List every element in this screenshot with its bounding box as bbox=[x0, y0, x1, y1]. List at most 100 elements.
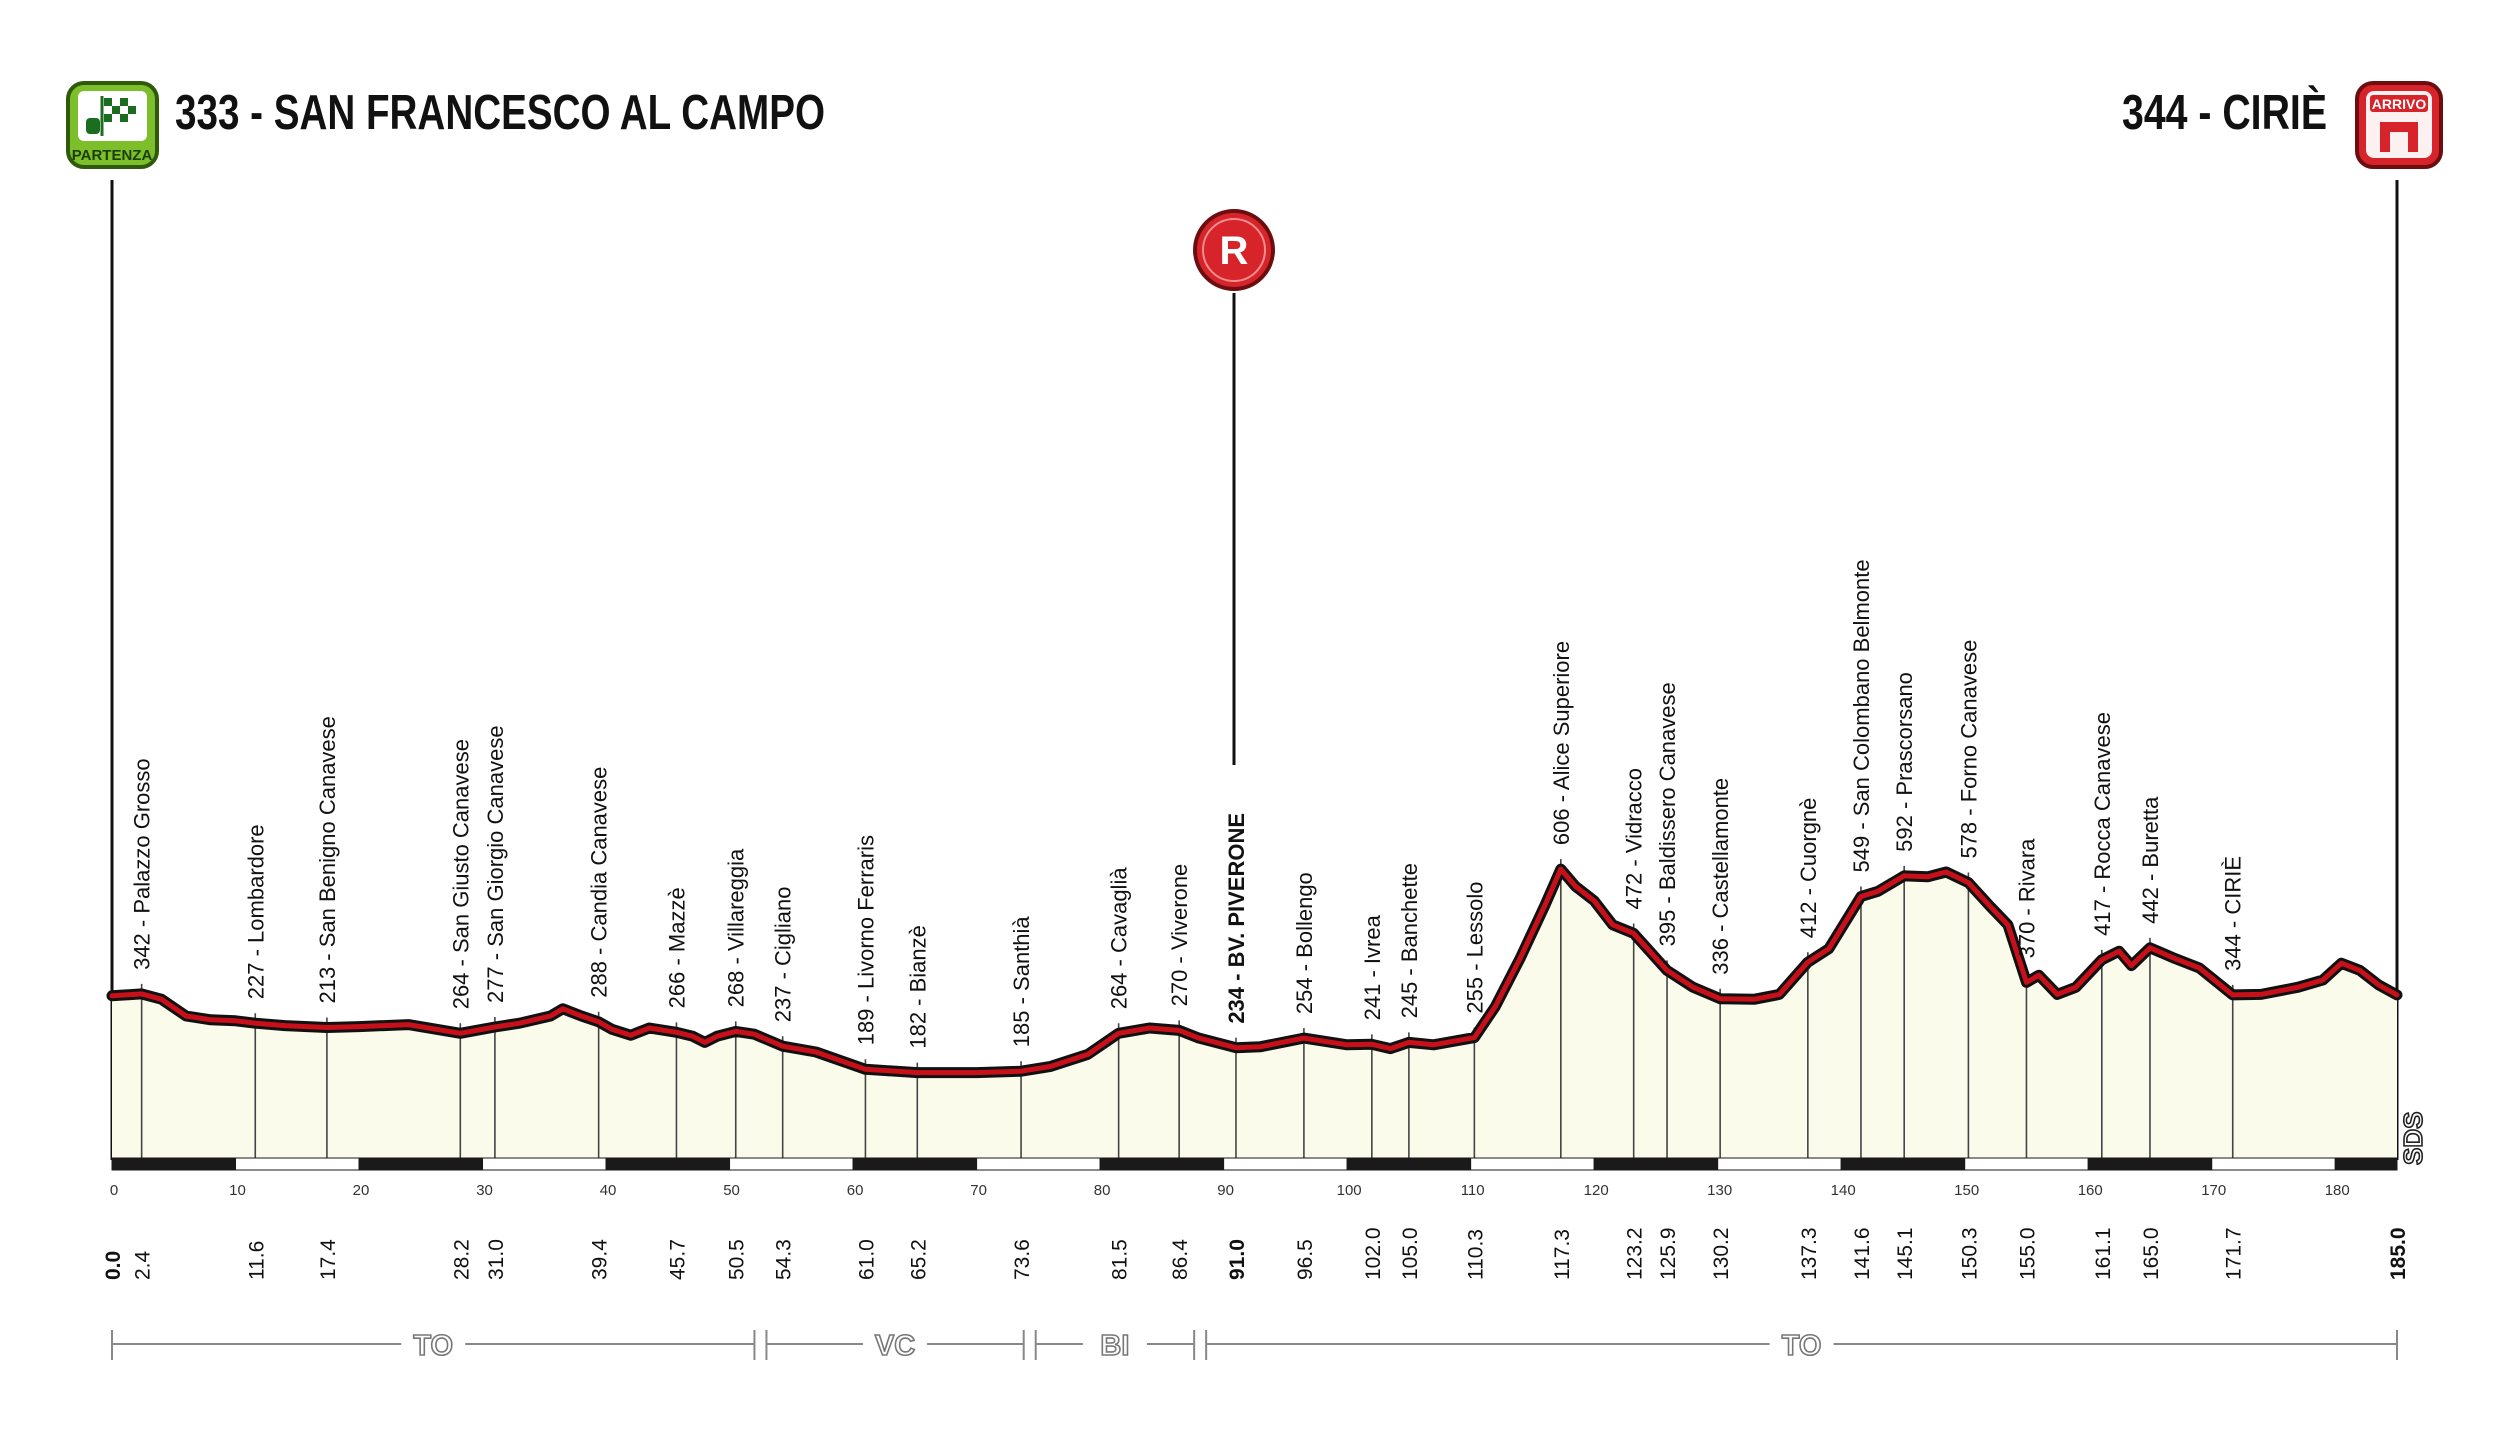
scale-segment bbox=[1099, 1157, 1225, 1171]
x-tick-label: 40 bbox=[600, 1182, 617, 1199]
town-label: 185 - Santhià bbox=[1009, 916, 1034, 1048]
km-label: 145.1 bbox=[1894, 1227, 1917, 1280]
feed-zone-symbol: R bbox=[1220, 229, 1249, 273]
x-tick-label: 90 bbox=[1217, 1182, 1234, 1199]
km-label: 110.3 bbox=[1464, 1229, 1487, 1280]
km-label: 117.3 bbox=[1551, 1229, 1574, 1280]
town-label: 370 - Rivara bbox=[2014, 838, 2039, 959]
town-label: 549 - San Colombano Belmonte bbox=[1849, 559, 1874, 872]
town-label: 234 - BV. PIVERONE bbox=[1224, 813, 1249, 1024]
km-label: 0.0 bbox=[102, 1251, 125, 1280]
km-label: 123.2 bbox=[1624, 1227, 1647, 1280]
finish-badge-label: ARRIVO bbox=[2372, 96, 2427, 112]
town-label: 592 - Prascorsano bbox=[1892, 672, 1917, 852]
start-badge-label: PARTENZA bbox=[72, 147, 153, 164]
scale-segment bbox=[605, 1157, 731, 1171]
town-label: 270 - Viverone bbox=[1167, 864, 1192, 1007]
km-label: 137.3 bbox=[1798, 1227, 1821, 1280]
km-label: 130.2 bbox=[1710, 1227, 1733, 1280]
town-label: 412 - Cuorgnè bbox=[1796, 798, 1821, 939]
town-label: 606 - Alice Superiore bbox=[1549, 641, 1574, 845]
km-label: 81.5 bbox=[1109, 1239, 1132, 1280]
km-label: 39.4 bbox=[589, 1239, 612, 1280]
town-label: 189 - Livorno Ferraris bbox=[853, 835, 878, 1045]
scale-segment bbox=[111, 1157, 237, 1171]
km-label: 17.4 bbox=[317, 1239, 340, 1280]
finish-arch-icon bbox=[2380, 122, 2418, 152]
x-tick-label: 150 bbox=[1954, 1182, 1979, 1199]
profile-line bbox=[109, 866, 2400, 1076]
km-label: 96.5 bbox=[1294, 1239, 1317, 1280]
x-tick-label: 30 bbox=[476, 1182, 493, 1199]
x-tick-label: 20 bbox=[353, 1182, 370, 1199]
scale-segment bbox=[1470, 1157, 1595, 1171]
town-label: 182 - Bianzè bbox=[905, 925, 930, 1049]
x-tick-label: 80 bbox=[1094, 1182, 1111, 1199]
scale-segment bbox=[482, 1157, 607, 1171]
province-label: VC bbox=[875, 1330, 915, 1362]
km-label: 91.0 bbox=[1226, 1239, 1249, 1280]
province-label: TO bbox=[1782, 1330, 1822, 1362]
km-label: 102.0 bbox=[1362, 1227, 1385, 1280]
town-label: 268 - Villareggia bbox=[724, 848, 749, 1007]
scale-segment bbox=[2087, 1157, 2213, 1171]
town-label: 472 - Vidracco bbox=[1622, 768, 1647, 909]
town-label: 213 - San Benigno Canavese bbox=[315, 716, 340, 1003]
town-label: 264 - San Giusto Canavese bbox=[448, 739, 473, 1009]
km-label: 2.4 bbox=[132, 1250, 155, 1280]
start-badge: PARTENZA bbox=[66, 81, 159, 169]
x-tick-label: 130 bbox=[1707, 1182, 1732, 1199]
x-tick-label: 120 bbox=[1584, 1182, 1609, 1199]
x-tick-label: 10 bbox=[229, 1182, 246, 1199]
km-label: 165.0 bbox=[2140, 1227, 2163, 1280]
x-tick-label: 0 bbox=[110, 1182, 118, 1199]
km-label: 86.4 bbox=[1169, 1239, 1192, 1280]
scale-segment bbox=[976, 1157, 1101, 1171]
start-title: 333 - SAN FRANCESCO AL CAMPO bbox=[175, 86, 825, 140]
finish-title: 344 - CIRIÈ bbox=[2122, 86, 2327, 140]
town-label: 395 - Baldissero Canavese bbox=[1655, 682, 1680, 946]
scale-segment bbox=[2334, 1157, 2398, 1171]
town-label: 241 - Ivrea bbox=[1360, 914, 1385, 1020]
km-label: 161.1 bbox=[2092, 1227, 2115, 1280]
km-label: 150.3 bbox=[1958, 1227, 1981, 1280]
province-label: BI bbox=[1100, 1330, 1129, 1362]
town-label: 245 - Banchette bbox=[1397, 863, 1422, 1018]
profile-area bbox=[112, 869, 2397, 1160]
town-label: 227 - Lombardore bbox=[243, 824, 268, 999]
km-label: 61.0 bbox=[855, 1239, 878, 1280]
x-tick-label: 60 bbox=[847, 1182, 864, 1199]
town-label: 336 - Castellamonte bbox=[1708, 778, 1733, 975]
km-label: 45.7 bbox=[666, 1239, 689, 1280]
scale-segment bbox=[1346, 1157, 1472, 1171]
km-label: 171.7 bbox=[2223, 1227, 2246, 1280]
km-label: 125.9 bbox=[1657, 1227, 1680, 1280]
finish-badge: ARRIVO bbox=[2355, 81, 2443, 169]
scale-segment bbox=[1964, 1157, 2089, 1171]
province-label-bg bbox=[1082, 1326, 1147, 1360]
km-label: 105.0 bbox=[1399, 1227, 1422, 1280]
town-label: 264 - Cavaglià bbox=[1107, 867, 1132, 1010]
sds-mark: SDS bbox=[2398, 1112, 2428, 1165]
km-label: 31.0 bbox=[485, 1239, 508, 1280]
x-tick-label: 160 bbox=[2078, 1182, 2103, 1199]
scale-segment bbox=[2211, 1157, 2336, 1171]
km-label: 50.5 bbox=[726, 1239, 749, 1280]
x-tick-label: 170 bbox=[2201, 1182, 2226, 1199]
town-label: 254 - Bollengo bbox=[1292, 872, 1317, 1014]
feed-zone-marker: R bbox=[1193, 209, 1275, 765]
scale-segment bbox=[358, 1157, 484, 1171]
scale-segment bbox=[1223, 1157, 1348, 1171]
town-label: 417 - Rocca Canavese bbox=[2090, 712, 2115, 936]
scale-segment bbox=[235, 1157, 360, 1171]
town-label: 255 - Lessolo bbox=[1462, 882, 1487, 1014]
x-tick-label: 140 bbox=[1831, 1182, 1856, 1199]
town-label: 344 - CIRIÈ bbox=[2221, 856, 2246, 971]
scale-segment bbox=[1717, 1157, 1842, 1171]
town-label: 288 - Candia Canavese bbox=[587, 767, 612, 998]
km-label: 73.6 bbox=[1011, 1239, 1034, 1280]
scale-segment bbox=[729, 1157, 854, 1171]
town-label: 342 - Palazzo Grosso bbox=[130, 758, 155, 970]
km-label: 155.0 bbox=[2016, 1227, 2039, 1280]
